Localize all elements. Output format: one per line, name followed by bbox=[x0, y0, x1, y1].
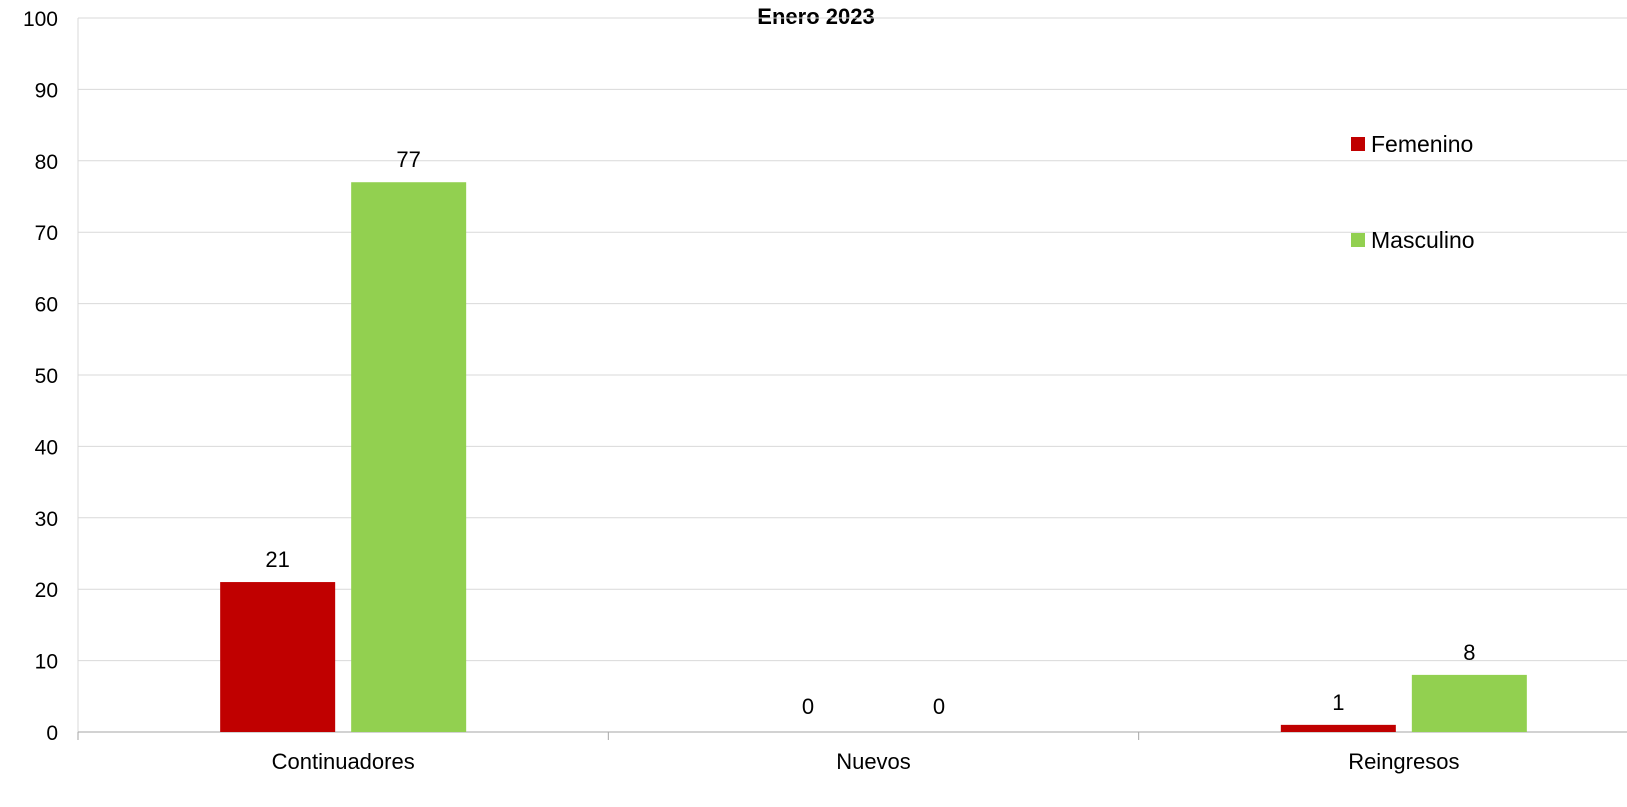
legend-item-masculino: Masculino bbox=[1351, 226, 1475, 254]
y-tick-label-20: 20 bbox=[35, 579, 58, 602]
y-tick-label-60: 60 bbox=[35, 294, 58, 317]
legend-swatch-masculino bbox=[1351, 233, 1365, 247]
x-tick-label-2: Reingresos bbox=[1348, 749, 1459, 774]
y-tick-label-70: 70 bbox=[35, 222, 58, 245]
data-label-masculino-2: 8 bbox=[1463, 640, 1475, 665]
data-label-femenino-0: 21 bbox=[265, 547, 289, 572]
y-tick-label-50: 50 bbox=[35, 365, 58, 388]
bar-masculino-2 bbox=[1411, 674, 1527, 732]
legend-label-femenino: Femenino bbox=[1371, 130, 1474, 157]
data-label-femenino-1: 0 bbox=[802, 694, 814, 719]
legend: Femenino Masculino bbox=[1351, 130, 1475, 254]
legend-label-masculino: Masculino bbox=[1371, 226, 1475, 253]
x-tick-label-0: Continuadores bbox=[272, 749, 415, 774]
bar-femenino-0 bbox=[220, 582, 336, 732]
data-label-masculino-0: 77 bbox=[396, 147, 420, 172]
legend-swatch-femenino bbox=[1351, 137, 1365, 151]
chart-title: Enero 2023 bbox=[757, 4, 875, 29]
y-tick-label-90: 90 bbox=[35, 79, 58, 102]
y-tick-label-80: 80 bbox=[35, 151, 58, 174]
y-tick-label-100: 100 bbox=[23, 8, 58, 31]
data-label-masculino-1: 0 bbox=[933, 694, 945, 719]
y-tick-label-30: 30 bbox=[35, 508, 58, 531]
x-tick-label-1: Nuevos bbox=[836, 749, 911, 774]
bar-masculino-0 bbox=[351, 182, 467, 733]
y-tick-label-40: 40 bbox=[35, 436, 58, 459]
data-label-femenino-2: 1 bbox=[1332, 690, 1344, 715]
legend-item-femenino: Femenino bbox=[1351, 130, 1475, 158]
y-tick-label-0: 0 bbox=[46, 722, 58, 745]
y-tick-label-10: 10 bbox=[35, 651, 58, 674]
bar-femenino-2 bbox=[1280, 724, 1396, 732]
